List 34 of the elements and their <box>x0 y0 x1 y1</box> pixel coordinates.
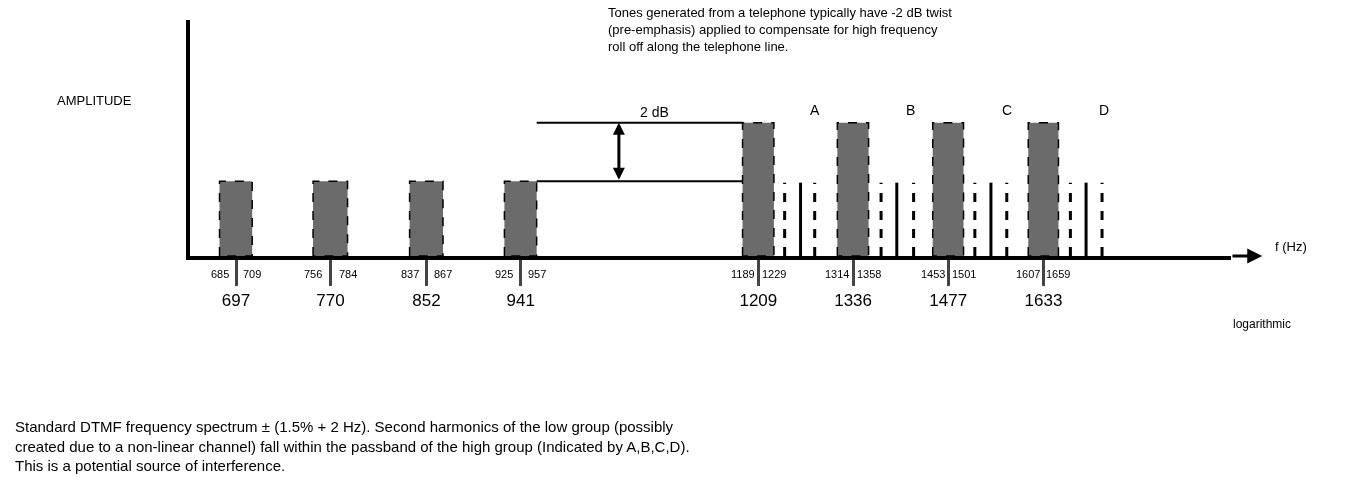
annotation: 685 <box>211 268 230 280</box>
text: C <box>1002 102 1013 118</box>
annotation: 1501 <box>952 268 977 280</box>
text: Standard DTMF frequency spectrum ± (1.5% + 2 Hz). Second harmonics of the low group (possibly created due to a non-linear channel) fall within the passband of the high group (Indicated by A,B,C,D). This is a potential source of interference. <box>15 418 690 474</box>
text: logarithmic <box>1233 317 1292 331</box>
annotation: 957 <box>528 268 547 280</box>
annotation: 837 <box>401 268 420 280</box>
x-tick-label: 1633 <box>1024 291 1063 311</box>
annotation: 1607 <box>1016 268 1041 280</box>
x-tick-label: 1336 <box>834 291 873 311</box>
annotation: 784 <box>339 268 358 280</box>
annotation: 925 <box>495 268 514 280</box>
annotation: 867 <box>434 268 453 280</box>
annotation: 1314 <box>825 268 850 280</box>
x-tick-label: 852 <box>412 291 441 311</box>
annotation: 1189 <box>731 268 755 280</box>
annotation: 756 <box>304 268 323 280</box>
x-tick-label: 697 <box>221 291 251 311</box>
x-tick-label: 1209 <box>739 291 778 311</box>
text: 2 dB <box>640 104 669 120</box>
text: A <box>810 102 820 118</box>
text: Tones generated from a telephone typically have -2 dB twist (pre-emphasis) applied to compensate for high frequency roll off along the telephone line. <box>608 5 953 54</box>
annotation: 709 <box>243 268 262 280</box>
annotation: 1358 <box>857 268 882 280</box>
annotation: 1229 <box>762 268 787 280</box>
text: D <box>1099 102 1110 118</box>
x-tick-label: 1477 <box>929 291 968 311</box>
annotation: 1453 <box>921 268 946 280</box>
x-axis-title: f (Hz) <box>1275 239 1307 254</box>
x-tick-label: 770 <box>316 291 345 311</box>
x-tick-label: 941 <box>506 291 535 311</box>
annotation: 1659 <box>1046 268 1071 280</box>
text: B <box>906 102 916 118</box>
y-axis-title: AMPLITUDE <box>57 93 132 108</box>
